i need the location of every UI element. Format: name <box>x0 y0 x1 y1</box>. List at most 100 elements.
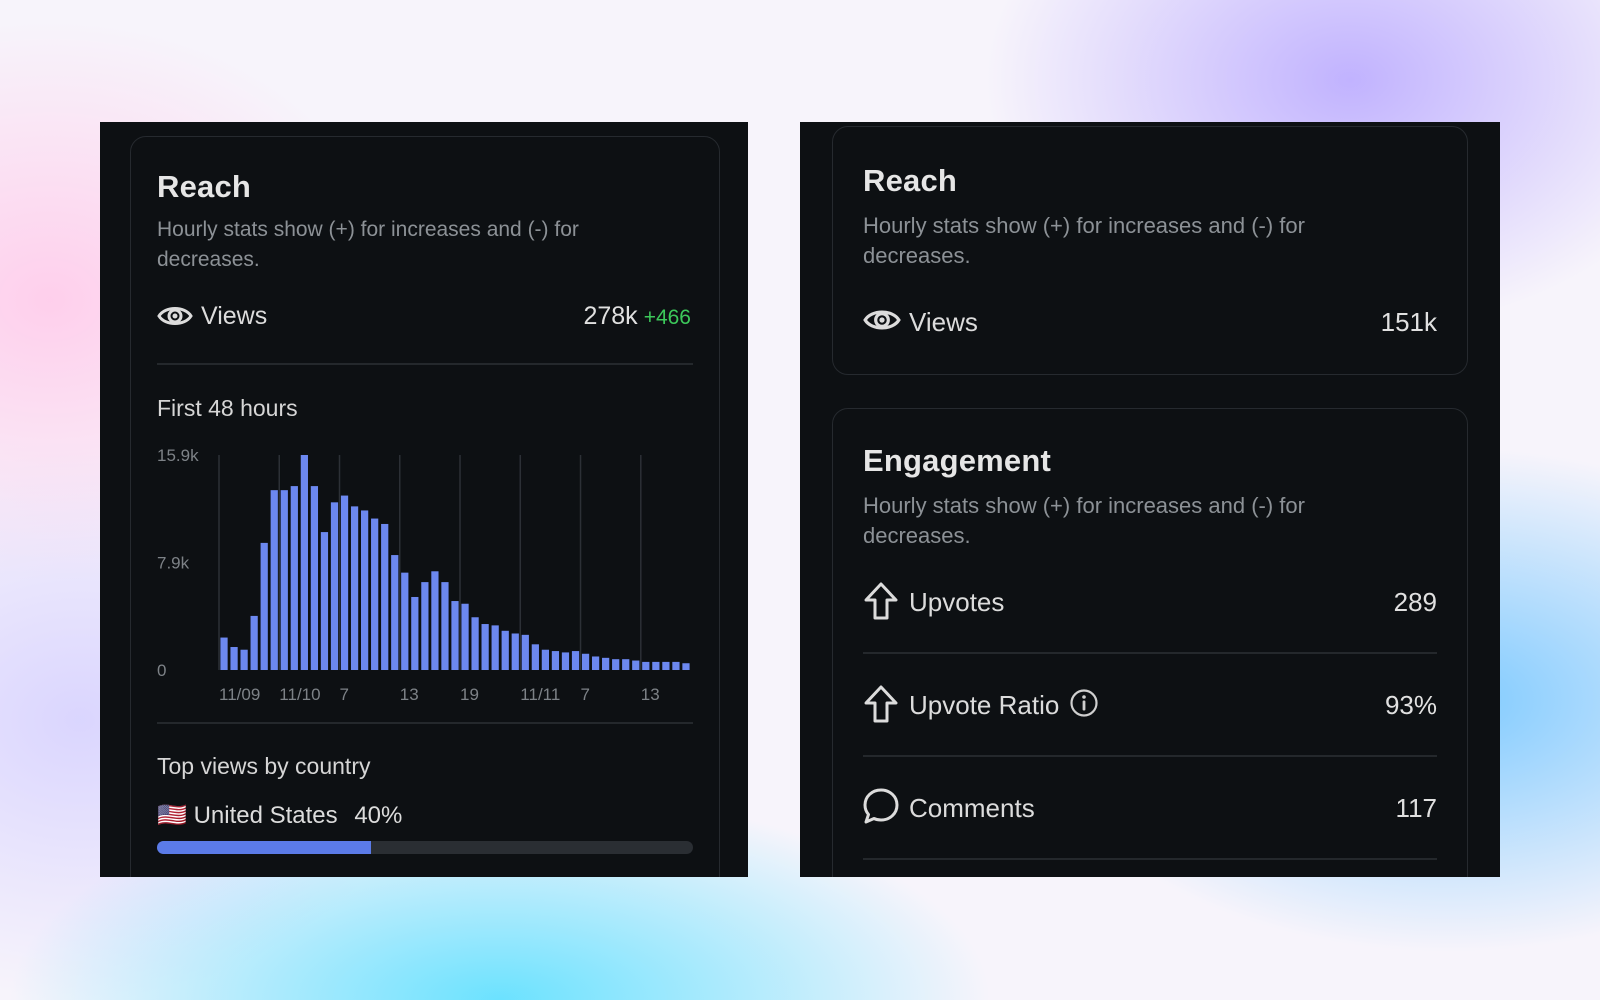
chart-bar <box>672 661 680 670</box>
chart-bar <box>461 603 469 670</box>
chart-bar <box>300 455 308 670</box>
engagement-description: Hourly stats show (+) for increases and … <box>863 493 1305 548</box>
info-icon[interactable] <box>1069 688 1099 718</box>
reach-description: Hourly stats show (+) for increases and … <box>157 218 579 271</box>
x-tick-label: 11/11 <box>520 685 560 704</box>
chart-bar <box>220 637 228 670</box>
chart-bar <box>491 625 499 670</box>
chart-bar <box>310 486 319 670</box>
chart-bar <box>391 555 399 670</box>
divider <box>863 652 1437 654</box>
chart-bar <box>561 652 570 670</box>
chart-bar <box>571 651 580 670</box>
chart-bar <box>330 502 339 670</box>
chart-bar <box>481 624 489 670</box>
country-percent: 40% <box>354 802 403 829</box>
upvote-ratio-value: 93% <box>1384 690 1437 720</box>
countries-section-label: Top views by country <box>157 753 371 779</box>
x-tick-label: 11/09 <box>219 685 260 704</box>
views-value: 278k +466 <box>583 302 691 331</box>
country-name: United States <box>193 802 338 829</box>
divider <box>863 755 1437 757</box>
chart-bar <box>230 647 238 670</box>
comments-label: Comments <box>909 793 1035 823</box>
chart-bar <box>260 542 268 670</box>
chart-bar <box>441 582 449 670</box>
upvote-arrow-icon <box>864 582 898 620</box>
chart-bar <box>270 490 278 670</box>
chart-bar <box>320 532 329 670</box>
comment-bubble-icon <box>863 788 899 824</box>
views-label: Views <box>201 302 268 330</box>
chart-bar <box>551 651 560 670</box>
upvotes-value: 289 <box>1393 587 1437 617</box>
chart-bar <box>622 659 630 670</box>
reach-title: Reach <box>863 163 958 198</box>
chart-bar <box>662 661 670 670</box>
views-value: 151k <box>1380 307 1437 337</box>
x-tick-label: 7 <box>581 685 590 704</box>
chart-bar <box>381 523 389 670</box>
chart-bar <box>240 649 248 670</box>
engagement-card: Engagement Hourly stats show (+) for inc… <box>832 408 1468 877</box>
chart-bar <box>290 486 298 670</box>
divider <box>863 858 1437 860</box>
y-tick-label: 7.9k <box>157 554 190 573</box>
chart-bar <box>411 596 419 670</box>
x-tick-label: 13 <box>641 685 660 704</box>
chart-bar <box>421 582 429 670</box>
chart-bar <box>451 601 459 670</box>
chart-bar <box>511 633 519 670</box>
country-progress-fill <box>157 841 372 854</box>
upvote-ratio-label: Upvote Ratio <box>909 690 1060 720</box>
right-stats-panel: Reach Hourly stats show (+) for increase… <box>800 122 1500 877</box>
chart-bar <box>682 663 690 670</box>
views-count: 278k <box>583 302 638 330</box>
x-tick-label: 13 <box>400 685 419 704</box>
chart-bar <box>471 617 479 670</box>
upvotes-label: Upvotes <box>909 587 1005 617</box>
us-flag-icon: 🇺🇸 <box>157 802 187 829</box>
x-tick-label: 19 <box>460 685 479 704</box>
chart-bar <box>250 615 258 670</box>
chart-bar <box>280 490 288 670</box>
chart-bar <box>642 661 650 670</box>
chart-bar <box>521 634 529 670</box>
views-delta: +466 <box>643 306 691 329</box>
divider <box>157 363 693 365</box>
chart-bar <box>602 657 610 670</box>
y-tick-label: 15.9k <box>157 446 199 465</box>
chart-bar <box>591 656 600 670</box>
chart-bar <box>501 630 509 670</box>
eye-icon <box>157 307 193 325</box>
chart-bar <box>350 506 359 670</box>
country-row: 🇺🇸 United States 40% <box>157 801 402 830</box>
x-tick-label: 11/10 <box>279 685 320 704</box>
upvote-arrow-icon <box>864 685 898 723</box>
chart-bar <box>531 644 539 670</box>
country-progress-bar <box>157 841 693 854</box>
divider <box>157 722 693 724</box>
reach-card: Reach Hourly stats show (+) for increase… <box>130 136 720 877</box>
chart-bar <box>431 571 439 670</box>
views-label: Views <box>909 307 978 337</box>
comments-value: 117 <box>1395 793 1437 823</box>
chart-bar <box>652 661 660 670</box>
chart-section-label: First 48 hours <box>157 395 298 421</box>
chart-bar <box>340 495 349 670</box>
chart-bar <box>541 649 549 670</box>
chart-bar <box>371 518 379 670</box>
chart-bar <box>361 510 369 670</box>
reach-title: Reach <box>157 169 252 204</box>
engagement-title: Engagement <box>863 443 1052 478</box>
eye-icon <box>863 310 901 330</box>
views-bar-chart: 15.9k 7.9k 0 11/09 11/10 7 13 19 11/11 7 13 <box>131 137 721 737</box>
y-tick-label: 0 <box>157 661 166 680</box>
chart-svg: 15.9k 7.9k 0 11/09 11/10 7 13 19 11/11 7 13 <box>157 446 690 704</box>
reach-description: Hourly stats show (+) for increases and … <box>863 213 1305 268</box>
chart-bar <box>632 660 640 670</box>
x-tick-label: 7 <box>340 685 349 704</box>
chart-bar <box>581 653 590 670</box>
chart-bar <box>401 572 409 670</box>
left-reach-panel: Reach Hourly stats show (+) for increase… <box>100 122 748 877</box>
